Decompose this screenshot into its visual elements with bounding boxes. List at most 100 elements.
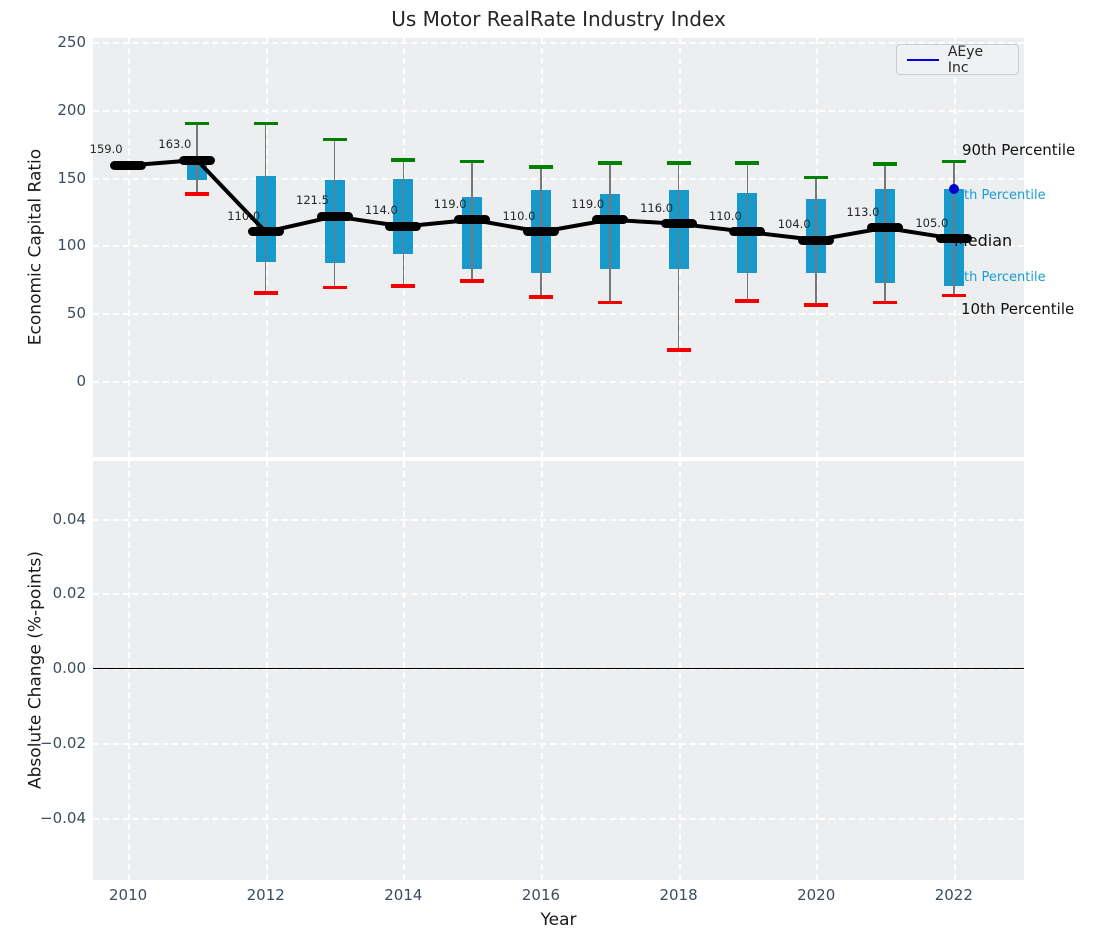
y-tick-label: 0.02 [52,584,86,603]
p90-cap-2012 [253,121,278,126]
zero-change-line [93,668,1024,670]
gridline-horizontal [93,593,1024,596]
median-value-label-2011: 163.0 [158,137,192,152]
x-axis-label: Year [540,910,577,930]
gridline-horizontal [93,313,1024,316]
gridline-horizontal [93,743,1024,746]
p90-cap-2011 [184,121,209,126]
p10-cap-2017 [597,300,622,305]
x-tick-label: 2010 [108,886,148,904]
median-marker-2016 [522,227,559,237]
median-value-label-2017: 119.0 [571,196,605,211]
median-marker-2021 [867,223,903,233]
gridline-vertical [128,38,131,457]
y-tick-label: 200 [57,100,86,119]
x-tick-label: 2020 [797,886,836,904]
company-point-2022 [948,183,959,194]
median-value-label-2010: 159.0 [89,142,123,157]
median-value-label-2013: 121.5 [296,193,329,208]
median-value-label-2014: 114.0 [364,203,398,218]
gridline-horizontal [93,381,1024,384]
median-value-label-2012: 110.0 [227,208,261,223]
median-value-label-2016: 110.0 [502,208,536,223]
p10-cap-2021 [873,300,897,305]
median-value-label-2018: 116.0 [640,200,674,215]
p90-cap-2016 [528,165,553,169]
median-marker-2017 [591,215,628,225]
gridline-vertical [265,461,268,880]
gridline-vertical [953,461,956,880]
y-tick-label: 100 [57,236,86,255]
median-value-label-2021: 113.0 [846,204,880,219]
whisker-2012 [264,123,267,293]
bottom-plot-area [93,461,1024,880]
p10-cap-2012 [253,291,278,295]
x-tick-label: 2016 [521,886,561,904]
median-marker-2012 [247,227,284,237]
whisker-2022 [953,161,955,296]
gridline-horizontal [93,177,1024,180]
y-tick-label: −0.04 [40,808,86,827]
gridline-horizontal [93,109,1024,112]
gridline-horizontal [93,518,1024,521]
p90-cap-2013 [322,137,347,142]
y-tick-label: 0 [76,372,86,391]
x-tick-label: 2018 [659,886,698,904]
p10-cap-2019 [735,299,760,303]
median-marker-2010 [110,160,147,170]
gridline-vertical [128,461,131,880]
y-tick-label: 0.00 [52,659,86,678]
p10-cap-2014 [391,284,416,288]
p90-cap-2017 [597,161,622,165]
p90-cap-2019 [735,161,760,165]
x-tick-label: 2012 [246,886,285,904]
p90-cap-2020 [804,175,829,180]
median-marker-2014 [385,221,422,231]
legend-label: AEye Inc [947,43,984,76]
y-tick-label: −0.02 [40,734,86,753]
median-marker-2011 [178,155,215,165]
median-value-label-2022: 105.0 [915,215,949,230]
median-marker-2019 [729,227,766,237]
annotation-25th-percentile: th Percentile [964,270,1046,285]
y-tick-label: 150 [57,168,86,187]
median-value-label-2019: 110.0 [708,208,742,223]
p10-cap-2015 [460,279,485,283]
y-tick-label: 250 [57,33,86,52]
gridline-vertical [540,461,543,880]
whisker-2017 [609,162,611,303]
median-marker-2020 [798,235,835,245]
median-marker-2015 [454,215,491,225]
gridline-horizontal [93,668,1024,671]
p90-cap-2014 [391,158,416,162]
chart-title: Us Motor RealRate Industry Index [391,7,726,31]
p90-cap-2022 [941,159,966,164]
whisker-2021 [884,164,886,303]
gridline-vertical [816,461,819,880]
median-line-chart [126,158,956,242]
p10-cap-2013 [322,285,347,290]
annotation-10th-percentile: 10th Percentile [961,300,1075,318]
whisker-2018 [677,162,680,350]
p10-cap-2020 [804,303,829,307]
gridline-vertical [403,461,406,880]
p10-cap-2018 [666,348,691,352]
p10-cap-2022 [941,293,966,298]
median-marker-2013 [316,211,353,221]
y-tick-label: 0.04 [52,509,86,528]
p90-cap-2018 [666,161,691,165]
median-value-label-2015: 119.0 [433,196,467,211]
gridline-vertical [678,461,681,880]
x-tick-label: 2014 [384,886,423,904]
gridline-horizontal [93,245,1024,248]
p90-cap-2015 [460,159,485,164]
legend-line-sample [907,58,939,61]
median-marker-2018 [660,219,697,229]
annotation-75th-percentile: th Percentile [964,188,1046,203]
y-tick-label: 50 [66,304,86,323]
p10-cap-2016 [528,295,553,299]
legend: AEye Inc [896,43,1019,76]
p10-cap-2011 [184,192,209,196]
gridline-horizontal [93,42,1024,45]
